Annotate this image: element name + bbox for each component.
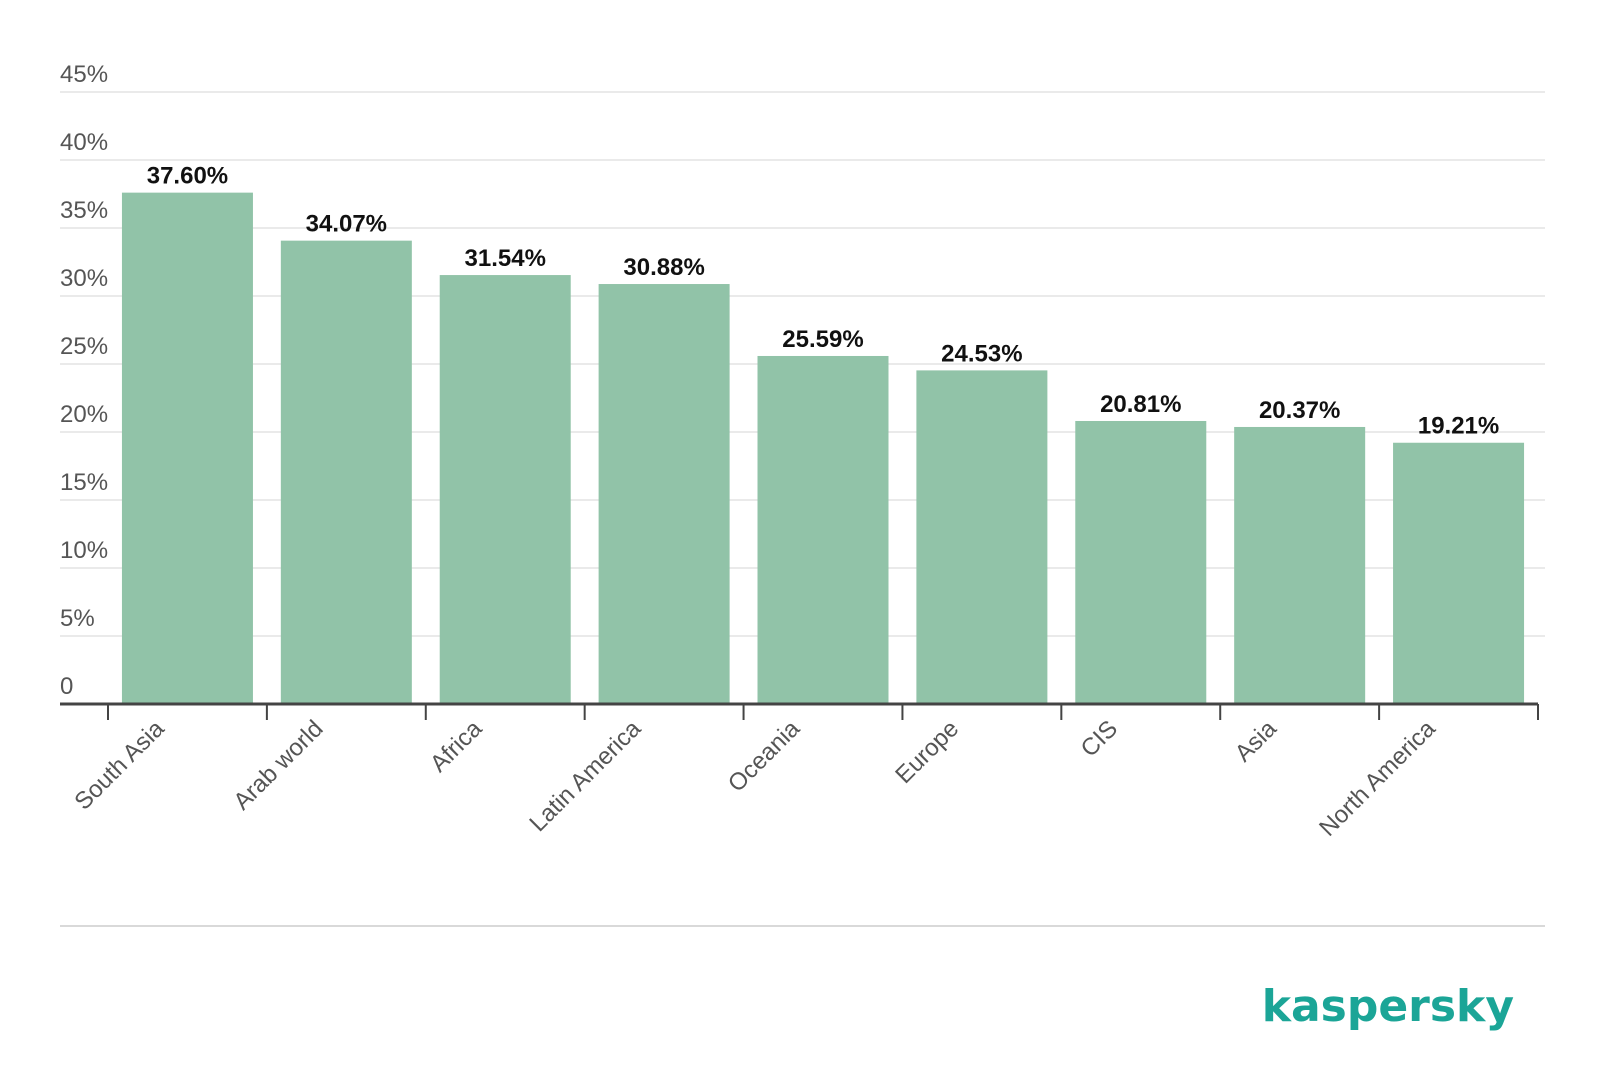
category-label: Asia	[1230, 715, 1283, 768]
bar	[598, 284, 730, 704]
y-tick-label: 5%	[60, 605, 95, 632]
bar	[1234, 426, 1366, 704]
y-tick-label: 10%	[60, 537, 108, 564]
bar-value-label: 20.81%	[1100, 391, 1181, 418]
bar	[280, 240, 412, 704]
category-label: Europe	[890, 715, 964, 789]
bar-value-label: 24.53%	[941, 340, 1022, 367]
bars	[121, 192, 1525, 704]
bar-value-label: 20.37%	[1259, 397, 1340, 424]
bar	[757, 355, 889, 704]
y-tick-label: 20%	[60, 401, 108, 428]
bar	[121, 192, 253, 704]
kaspersky-logo: kaspersky	[1262, 981, 1514, 1032]
category-label: Arab world	[228, 715, 328, 815]
x-axis	[60, 702, 1539, 720]
bar	[1075, 420, 1207, 704]
y-tick-label: 45%	[60, 61, 108, 88]
bar-value-label: 37.60%	[147, 163, 228, 190]
category-label: Oceania	[723, 715, 806, 798]
y-tick-label: 35%	[60, 197, 108, 224]
bar	[1393, 442, 1525, 704]
y-tick-label: 30%	[60, 265, 108, 292]
y-tick-label: 15%	[60, 469, 108, 496]
bar	[439, 275, 571, 704]
bar	[916, 370, 1048, 704]
category-label: North America	[1314, 715, 1441, 842]
bar-value-label: 31.54%	[465, 245, 546, 272]
y-tick-label: 25%	[60, 333, 108, 360]
y-tick-label: 40%	[60, 129, 108, 156]
y-tick-label: 0	[60, 673, 73, 700]
bar-value-label: 25.59%	[782, 326, 863, 353]
bar-value-label: 30.88%	[623, 254, 704, 281]
bar-value-labels: 37.60% 34.07% 31.54% 30.88% 25.59% 24.53% 20.8…	[147, 163, 1500, 440]
category-label: Africa	[425, 715, 488, 778]
x-axis-category-labels: South Asia Arab world Africa Latin America O…	[69, 715, 1441, 842]
category-label: Latin America	[524, 715, 646, 837]
category-label: CIS	[1076, 715, 1123, 762]
y-axis-tick-labels: 0 5% 10% 15% 20% 25% 30% 35% 40% 45%	[60, 61, 108, 700]
bar-value-label: 19.21%	[1418, 413, 1499, 440]
category-label: South Asia	[69, 715, 170, 816]
bar-value-label: 34.07%	[306, 211, 387, 238]
